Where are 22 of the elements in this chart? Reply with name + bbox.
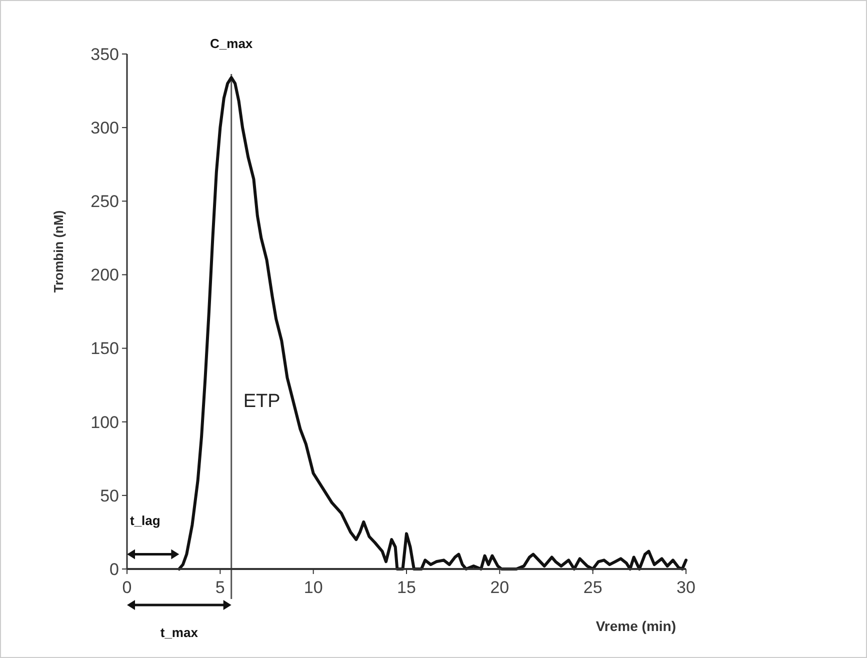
y-tick-label: 150 — [90, 339, 119, 358]
x-tick-label: 15 — [397, 578, 416, 597]
x-axis-title: Vreme (min) — [596, 618, 676, 634]
x-tick-label: 30 — [676, 578, 696, 597]
x-tick-label: 5 — [215, 578, 225, 597]
y-tick-label: 50 — [100, 486, 119, 506]
y-tick-label: 300 — [90, 118, 119, 138]
x-tick-label: 20 — [490, 578, 510, 597]
y-tick-label: 250 — [90, 192, 119, 212]
x-tick-label: 0 — [122, 578, 132, 597]
y-axis-title: Trombin (nM) — [51, 210, 66, 293]
annotation: ETP — [243, 391, 280, 412]
text: C_max — [210, 36, 254, 51]
line-series — [178, 76, 688, 570]
y-tick-label: 0 — [110, 560, 119, 579]
annotation: t_lag — [130, 512, 160, 528]
y-tick-label: 100 — [90, 412, 119, 432]
y-tick-label: 200 — [90, 266, 119, 285]
x-tick-label: 25 — [583, 578, 602, 597]
y-tick-label: 350 — [90, 44, 119, 64]
text: t_max — [160, 625, 199, 640]
x-tick-label: 10 — [304, 578, 323, 597]
